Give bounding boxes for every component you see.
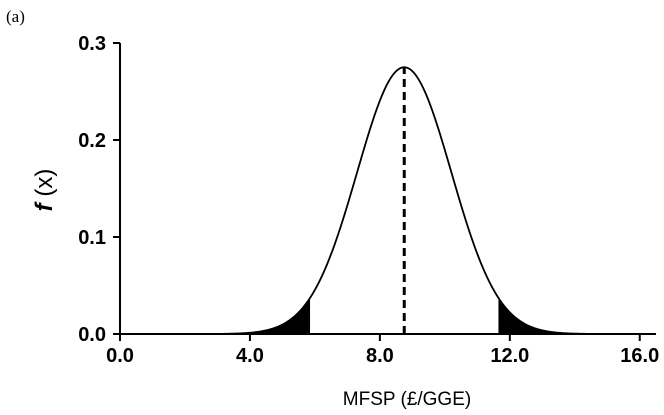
axes bbox=[119, 43, 656, 335]
shaded-tails bbox=[223, 297, 601, 334]
svg-text:f (x): f (x) bbox=[31, 169, 58, 212]
y-axis-title-rest: (x) bbox=[31, 169, 58, 204]
curve-layer bbox=[223, 66, 601, 335]
y-tick-label: 0.2 bbox=[78, 130, 106, 152]
y-axis-title: f (x) bbox=[31, 169, 58, 212]
panel-label: (a) bbox=[6, 7, 25, 26]
y-tick-label: 0.0 bbox=[78, 324, 106, 346]
y-axis-title-italic: f bbox=[31, 201, 58, 211]
density-curve bbox=[223, 66, 601, 335]
x-axis-title: MFSP (£/GGE) bbox=[343, 389, 471, 410]
x-tick-label: 8.0 bbox=[366, 345, 394, 367]
left-tail-shade bbox=[223, 297, 311, 334]
x-tick-label: 0.0 bbox=[106, 345, 134, 367]
y-tick-label: 0.3 bbox=[78, 33, 106, 55]
x-tick-label: 4.0 bbox=[236, 345, 264, 367]
x-ticks: 0.0 4.0 8.0 12.0 16.0 bbox=[106, 334, 659, 367]
x-tick-label: 16.0 bbox=[620, 345, 659, 367]
y-tick-label: 0.1 bbox=[78, 227, 106, 249]
y-ticks: 0.0 0.1 0.2 0.3 bbox=[78, 33, 120, 346]
right-tail-shade bbox=[498, 297, 601, 334]
x-tick-label: 12.0 bbox=[490, 345, 529, 367]
